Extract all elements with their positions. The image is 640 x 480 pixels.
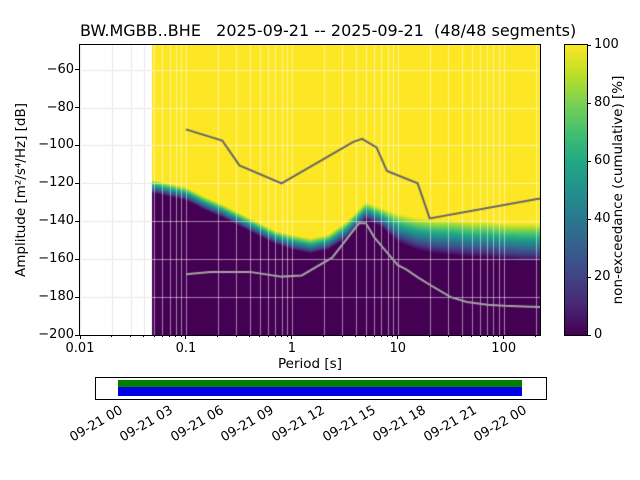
x-tick-mark — [185, 335, 187, 339]
x-minor-tick-mark — [387, 335, 389, 337]
colorbar-tick-label: 100 — [594, 37, 619, 52]
x-minor-tick-mark — [217, 335, 219, 337]
y-tick-label: −200 — [38, 327, 74, 342]
x-minor-tick-mark — [447, 335, 449, 337]
y-tick-label: −160 — [38, 251, 74, 267]
x-tick-label: 0.1 — [175, 341, 197, 356]
x-minor-tick-mark — [111, 335, 113, 337]
colorbar-tick-label: 20 — [594, 269, 611, 284]
colorbar-tick-label: 40 — [594, 211, 611, 226]
timeline-coverage-fill — [117, 380, 523, 396]
y-tick-mark — [75, 144, 79, 146]
y-tick-label: −100 — [38, 137, 74, 153]
x-minor-tick-mark — [286, 335, 288, 337]
x-minor-tick-mark — [180, 335, 182, 337]
x-minor-tick-mark — [341, 335, 343, 337]
colorbar-tick-label: 80 — [594, 95, 611, 110]
x-minor-tick-mark — [498, 335, 500, 337]
x-minor-tick-mark — [249, 335, 251, 337]
plot-area — [79, 44, 541, 336]
x-minor-tick-mark — [130, 335, 132, 337]
x-minor-tick-mark — [161, 335, 163, 337]
x-tick-label: 0.01 — [65, 341, 95, 356]
x-tick-label: 1 — [287, 341, 296, 356]
x-minor-tick-mark — [153, 335, 155, 337]
x-minor-tick-mark — [535, 335, 537, 337]
x-tick-label: 100 — [491, 341, 517, 356]
y-tick-mark — [75, 182, 79, 184]
y-tick-mark — [75, 69, 79, 71]
colorbar-label: non-exceedance (cumulative) [%] — [610, 75, 626, 305]
y-tick-mark — [75, 258, 79, 260]
colorbar-tick-mark — [587, 218, 591, 220]
y-tick-label: −120 — [38, 175, 74, 191]
x-minor-tick-mark — [486, 335, 488, 337]
colorbar-tick-mark — [587, 334, 591, 336]
y-tick-label: −140 — [38, 213, 74, 229]
x-minor-tick-mark — [355, 335, 357, 337]
plot-title: BW.MGBB..BHE 2025-09-21 -- 2025-09-21 (4… — [80, 21, 577, 40]
ppsd-heatmap-canvas — [80, 45, 540, 335]
x-minor-tick-mark — [281, 335, 283, 337]
y-tick-mark — [75, 296, 79, 298]
colorbar-tick-mark — [587, 276, 591, 278]
x-minor-tick-mark — [380, 335, 382, 337]
x-minor-tick-mark — [259, 335, 261, 337]
x-axis-label: Period [s] — [278, 356, 342, 372]
x-minor-tick-mark — [479, 335, 481, 337]
x-minor-tick-mark — [323, 335, 325, 337]
colorbar-tick-mark — [587, 44, 591, 46]
x-minor-tick-mark — [461, 335, 463, 337]
y-tick-label: −180 — [38, 289, 74, 305]
x-minor-tick-mark — [267, 335, 269, 337]
x-minor-tick-mark — [373, 335, 375, 337]
x-tick-mark — [79, 335, 81, 339]
y-tick-mark — [75, 220, 79, 222]
x-minor-tick-mark — [392, 335, 394, 337]
colorbar-tick-label: 0 — [594, 327, 603, 342]
x-tick-mark — [397, 335, 399, 339]
x-minor-tick-mark — [169, 335, 171, 337]
y-tick-mark — [75, 107, 79, 109]
x-minor-tick-mark — [143, 335, 145, 337]
timeline-coverage-bar — [95, 377, 547, 400]
colorbar-tick-mark — [587, 102, 591, 104]
colorbar-tick-label: 60 — [594, 153, 611, 168]
x-minor-tick-mark — [274, 335, 276, 337]
x-tick-mark — [503, 335, 505, 339]
x-tick-label: 10 — [389, 341, 407, 356]
x-minor-tick-mark — [492, 335, 494, 337]
x-minor-tick-mark — [175, 335, 177, 337]
y-tick-label: −80 — [46, 99, 74, 115]
y-tick-label: −60 — [46, 61, 74, 77]
y-tick-mark — [75, 334, 79, 336]
x-minor-tick-mark — [429, 335, 431, 337]
x-minor-tick-mark — [235, 335, 237, 337]
colorbar — [564, 44, 588, 336]
x-minor-tick-mark — [365, 335, 367, 337]
colorbar-tick-mark — [587, 160, 591, 162]
x-minor-tick-mark — [471, 335, 473, 337]
x-tick-mark — [291, 335, 293, 339]
